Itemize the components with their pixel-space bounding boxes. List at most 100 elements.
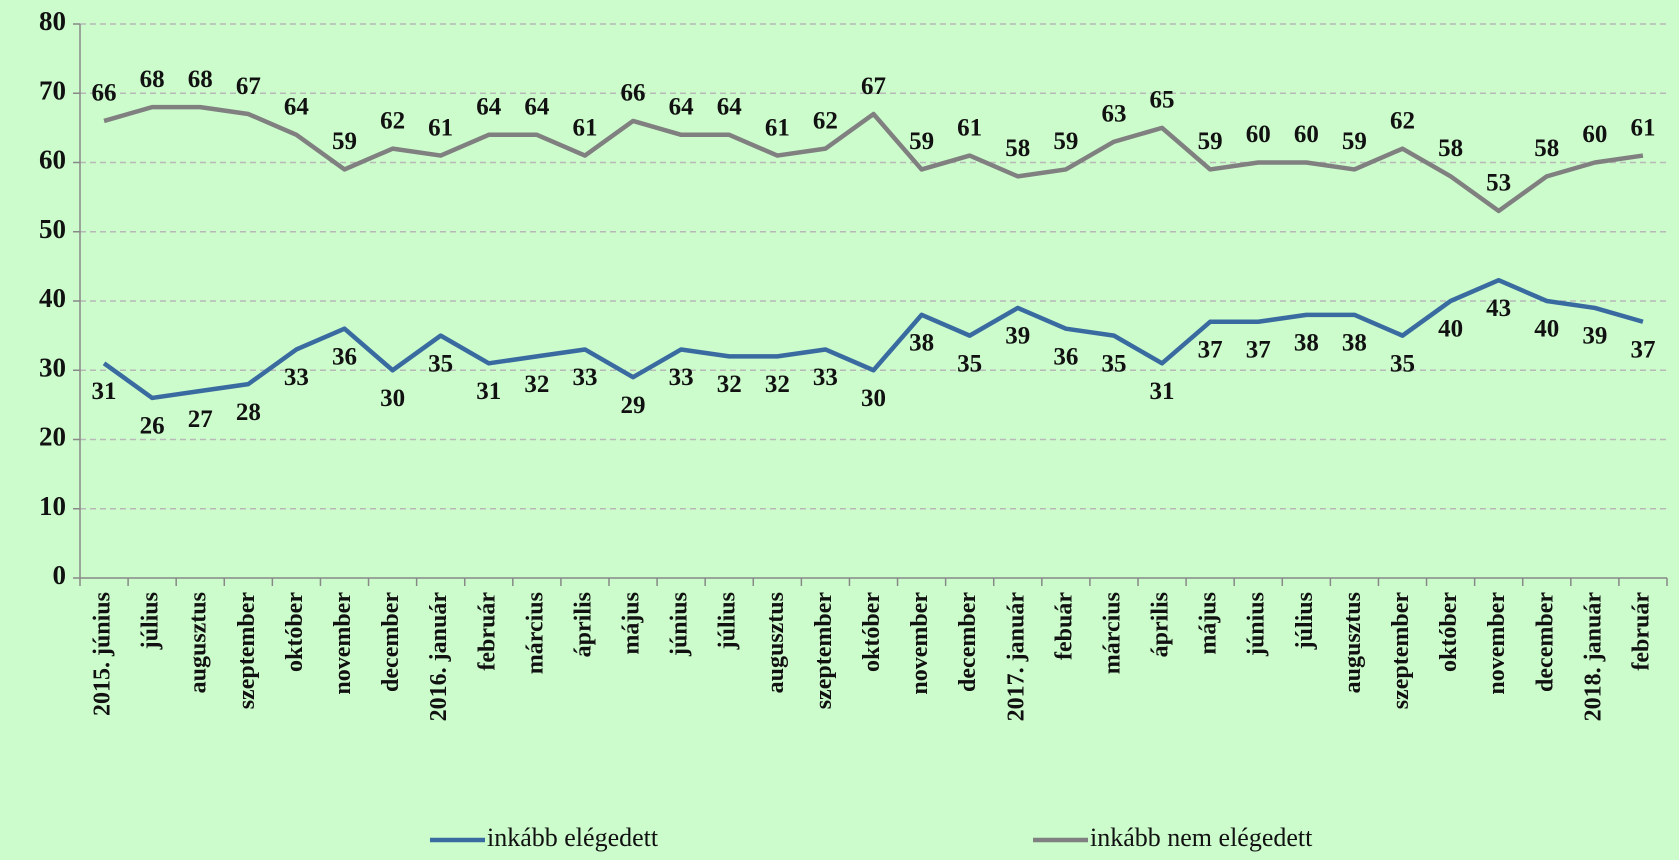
data-label: 32 <box>524 371 549 398</box>
data-label: 62 <box>1390 107 1415 134</box>
data-label: 36 <box>1053 343 1078 370</box>
x-tick-label: március <box>522 592 548 674</box>
data-label: 68 <box>140 66 165 93</box>
data-label: 31 <box>1150 378 1175 405</box>
y-tick-label: 0 <box>53 560 67 590</box>
legend-label: inkább elégedett <box>487 823 659 852</box>
y-tick-label: 10 <box>39 491 66 521</box>
data-label: 64 <box>524 94 550 121</box>
data-label: 29 <box>621 392 646 419</box>
x-tick-label: augusztus <box>186 592 212 693</box>
data-label: 59 <box>1198 128 1223 155</box>
x-tick-label: 2015. június <box>90 592 116 716</box>
data-label: 33 <box>284 364 309 391</box>
data-label: 61 <box>957 114 982 141</box>
data-label: 61 <box>765 114 790 141</box>
data-label: 61 <box>1630 114 1655 141</box>
x-tick-label: 2017. január <box>1003 592 1029 722</box>
data-label: 35 <box>957 350 982 377</box>
x-tick-label: szeptember <box>1388 592 1414 710</box>
x-tick-label: április <box>1148 592 1174 657</box>
y-tick-label: 50 <box>39 214 66 244</box>
data-label: 60 <box>1294 121 1319 148</box>
x-tick-label: szeptember <box>811 592 837 710</box>
y-tick-label: 40 <box>39 283 66 313</box>
data-label: 66 <box>621 80 646 107</box>
data-label: 64 <box>669 94 695 121</box>
x-tick-label: június <box>667 592 693 657</box>
data-label: 35 <box>428 350 453 377</box>
y-tick-label: 20 <box>39 422 66 452</box>
data-label: 58 <box>1438 135 1463 162</box>
x-tick-label: november <box>907 592 933 695</box>
x-tick-label: február <box>1628 592 1654 671</box>
data-label: 30 <box>380 385 405 412</box>
data-label: 58 <box>1534 135 1559 162</box>
data-label: 39 <box>1582 323 1607 350</box>
series-line <box>103 104 1644 214</box>
y-tick-label: 60 <box>39 145 66 175</box>
data-label: 37 <box>1246 337 1271 364</box>
data-label: 37 <box>1198 337 1223 364</box>
x-tick-label: szeptember <box>234 592 260 710</box>
data-label: 61 <box>428 114 453 141</box>
y-tick-label: 70 <box>39 75 66 105</box>
data-label: 59 <box>1053 128 1078 155</box>
data-label: 31 <box>92 378 117 405</box>
data-label: 35 <box>1101 350 1126 377</box>
data-label: 59 <box>909 128 934 155</box>
data-label: 59 <box>1342 128 1367 155</box>
x-tick-label: október <box>282 592 308 672</box>
data-label: 53 <box>1486 170 1511 197</box>
data-label: 38 <box>1342 330 1367 357</box>
data-label: 43 <box>1486 295 1511 322</box>
data-label: 33 <box>813 364 838 391</box>
y-tick-label: 30 <box>39 352 66 382</box>
data-label: 62 <box>380 107 405 134</box>
data-label: 31 <box>476 378 501 405</box>
data-label: 26 <box>140 413 165 440</box>
legend-label: inkább nem elégedett <box>1090 823 1313 852</box>
x-tick-label: május <box>619 592 645 655</box>
data-label: 62 <box>813 107 838 134</box>
x-tick-label: 2018. január <box>1580 592 1606 722</box>
data-label: 63 <box>1101 100 1126 127</box>
data-label: 27 <box>188 406 213 433</box>
x-tick-label: augusztus <box>763 592 789 693</box>
x-tick-label: május <box>1196 592 1222 655</box>
data-label: 33 <box>572 364 597 391</box>
x-tick-label: febuár <box>1051 592 1077 660</box>
x-tick-label: július <box>1292 592 1318 650</box>
data-label: 37 <box>1630 337 1655 364</box>
x-tick-label: október <box>1436 592 1462 672</box>
data-label: 64 <box>284 94 310 121</box>
data-label: 67 <box>861 73 886 100</box>
data-label: 30 <box>861 385 886 412</box>
data-label: 28 <box>236 399 261 426</box>
x-tick-label: október <box>859 592 885 672</box>
x-tick-label: március <box>1099 592 1125 674</box>
x-tick-label: november <box>1484 592 1510 695</box>
x-tick-label: december <box>955 592 981 692</box>
x-tick-label: július <box>138 592 164 650</box>
x-tick-label: június <box>1244 592 1270 657</box>
data-label: 61 <box>572 114 597 141</box>
data-label: 35 <box>1390 350 1415 377</box>
data-label: 59 <box>332 128 357 155</box>
x-tick-label: 2016. január <box>426 592 452 722</box>
x-tick-label: július <box>715 592 741 650</box>
x-tick-label: november <box>330 592 356 695</box>
data-label: 40 <box>1438 316 1463 343</box>
data-label: 66 <box>92 80 117 107</box>
data-label: 33 <box>669 364 694 391</box>
data-label: 38 <box>1294 330 1319 357</box>
data-label: 64 <box>476 94 502 121</box>
data-label: 39 <box>1005 323 1030 350</box>
data-label: 32 <box>765 371 790 398</box>
x-tick-label: augusztus <box>1340 592 1366 693</box>
data-label: 65 <box>1150 87 1175 114</box>
data-label: 60 <box>1582 121 1607 148</box>
data-label: 60 <box>1246 121 1271 148</box>
series-line <box>102 277 1644 401</box>
